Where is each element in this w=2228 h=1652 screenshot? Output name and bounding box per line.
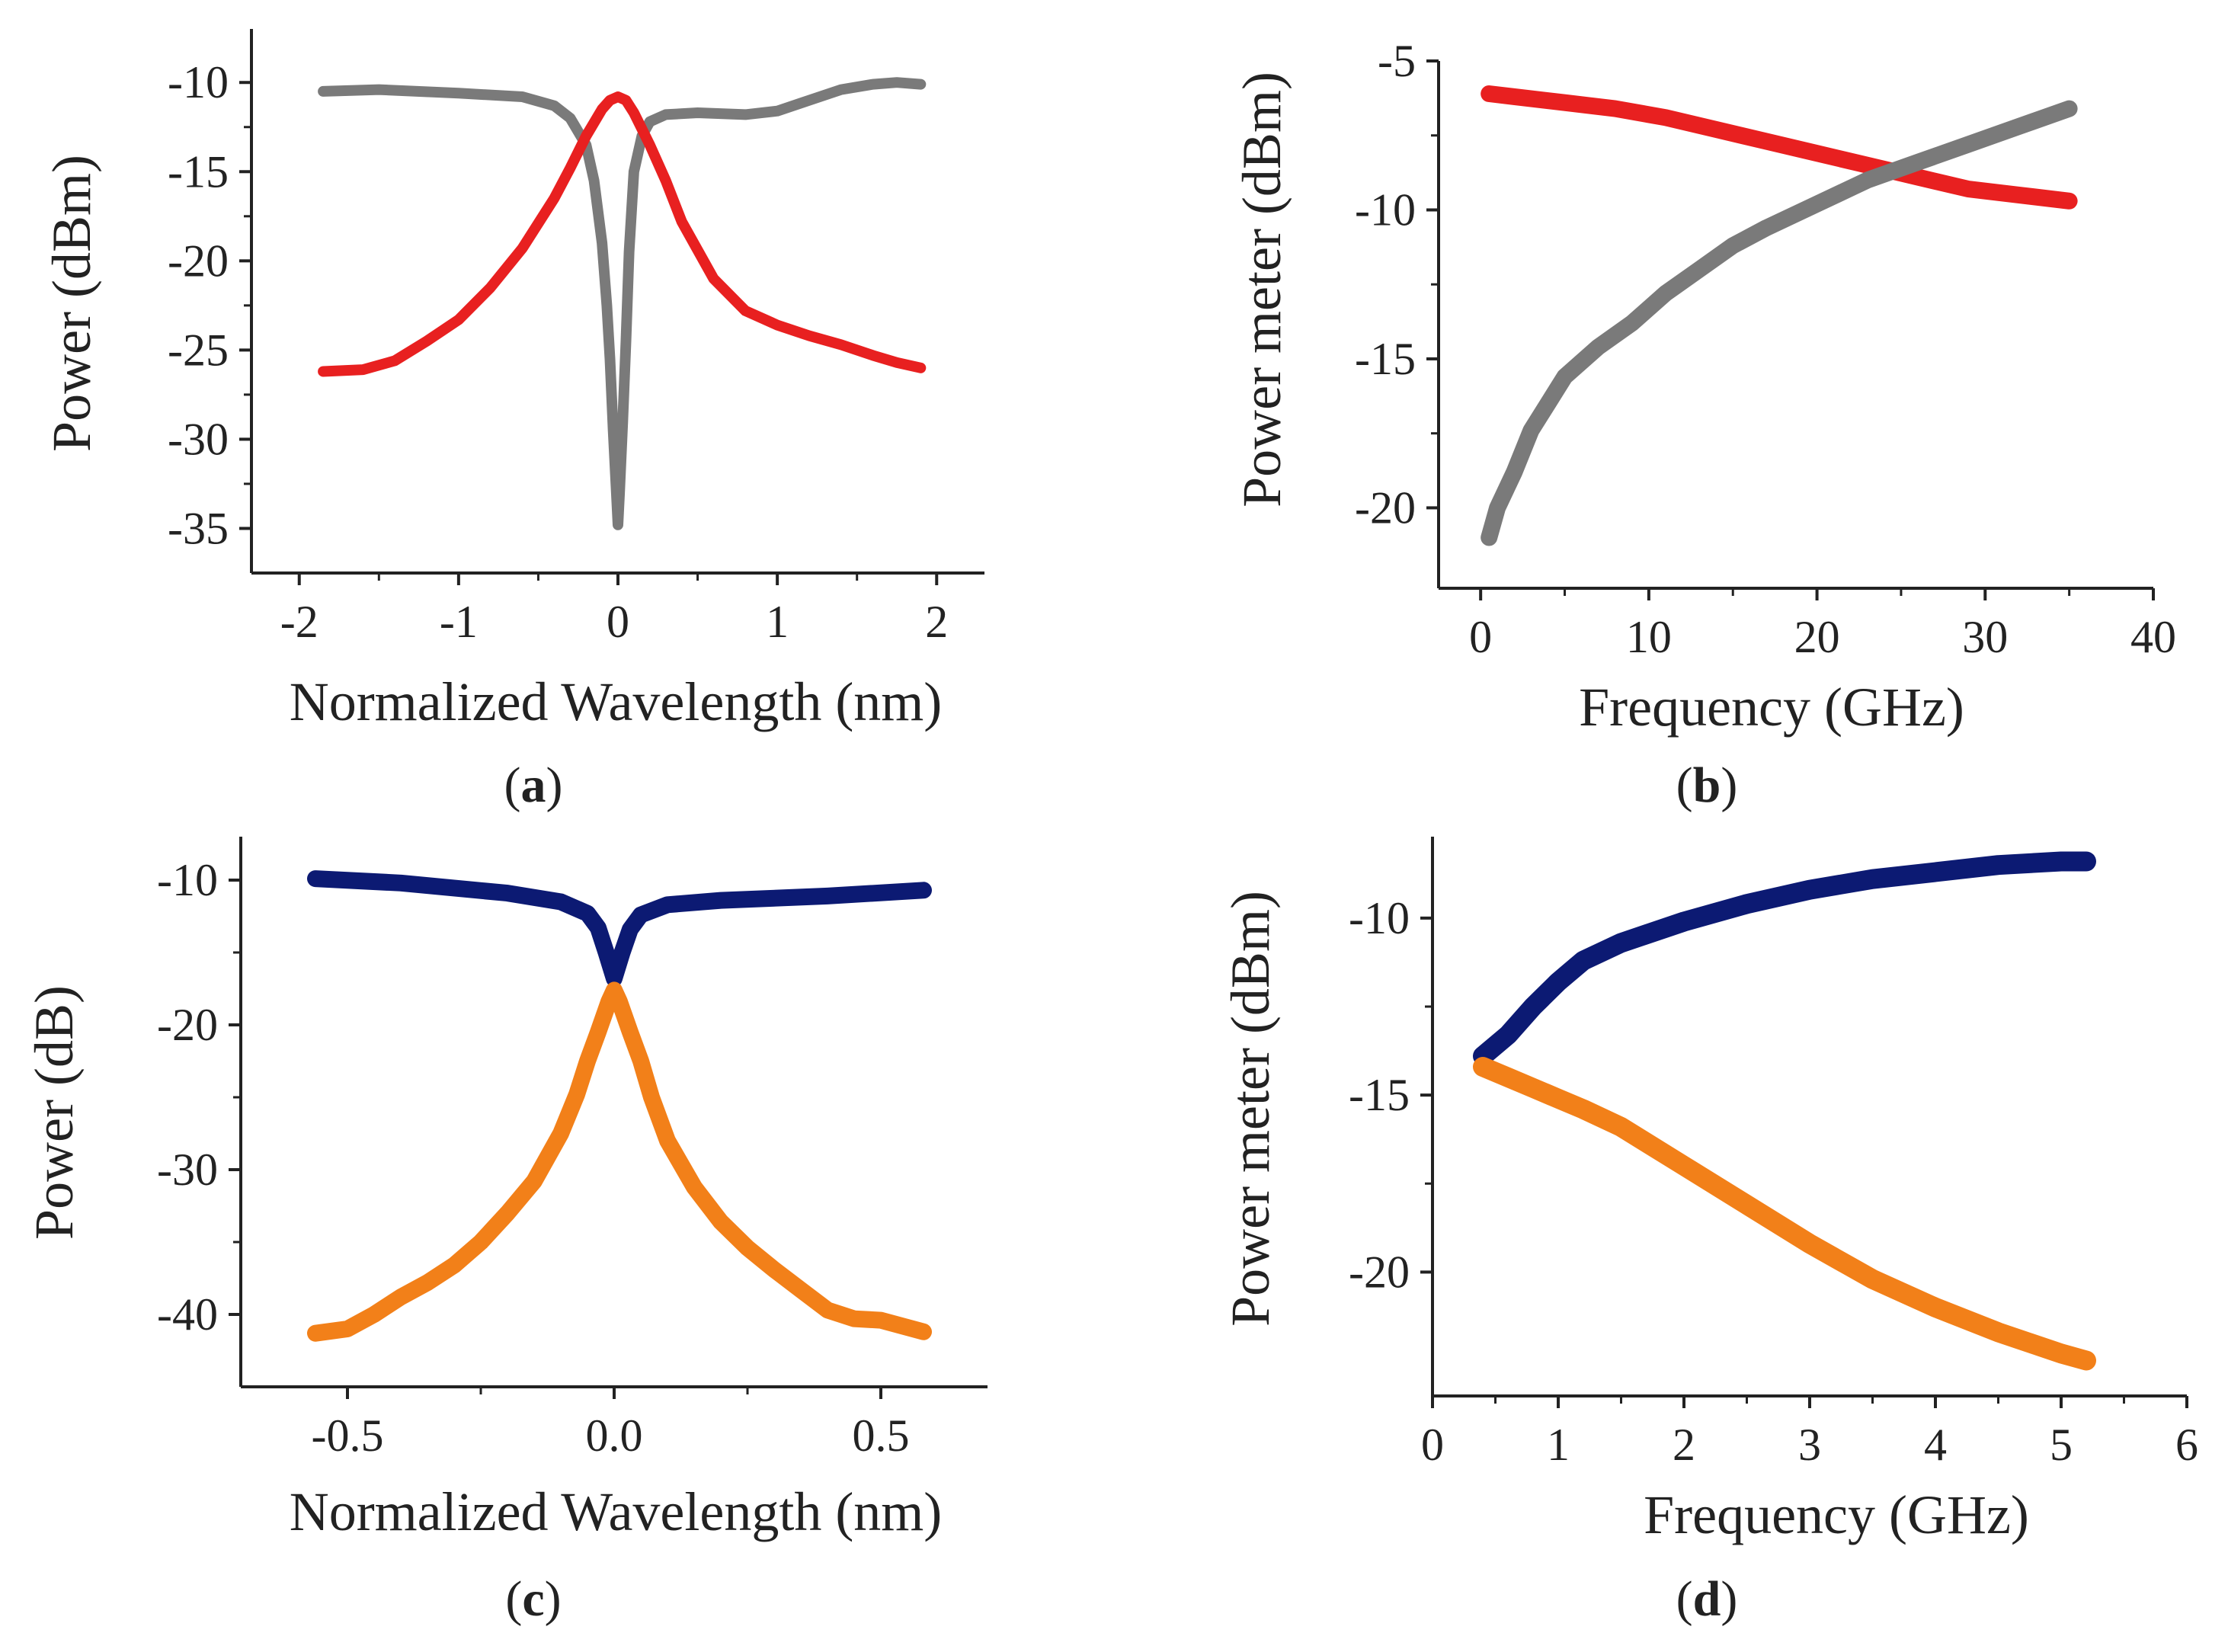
panel-c-ytick-label: -40 — [157, 1289, 218, 1340]
panel-a-xtick-label: 2 — [925, 597, 948, 647]
panel-a-series — [318, 77, 927, 530]
panel-a-ytick-label: -20 — [168, 235, 229, 286]
panel-b-xtick-label: 40 — [2130, 612, 2176, 662]
panel-d-ytick-label: -10 — [1349, 893, 1410, 943]
panel-c-label: (c) — [505, 1571, 561, 1627]
panel-c-ylabel: Power (dB) — [24, 985, 85, 1240]
panel-a-ytick-label: -30 — [168, 414, 229, 464]
panel-d-ytick-label: -15 — [1349, 1070, 1410, 1120]
panel-a-series-gray — [318, 77, 927, 530]
panel-a-ticks: -2 -1 0 1 2-10-15-20-25-30-35 — [168, 57, 948, 647]
panel-b-label: (b) — [1676, 757, 1738, 813]
panel-a-ytick-label: -15 — [168, 146, 229, 197]
panel-d-xtick-label: 6 — [2175, 1420, 2198, 1470]
panel-d-series — [1473, 851, 2096, 1371]
panel-a-xtick-label: -1 — [440, 597, 478, 647]
panel-d-ylabel: Power meter (dBm) — [1220, 891, 1281, 1327]
panel-a-series-red — [318, 91, 927, 377]
panel-a-xtick-label: 0 — [607, 597, 629, 647]
panel-c-xlabel: Normalized Wavelength (nm) — [290, 1481, 943, 1542]
panel-d-series-navy — [1473, 851, 2096, 1066]
panel-b-ytick-label: -20 — [1355, 482, 1416, 533]
panel-d-xtick-label: 3 — [1798, 1420, 1821, 1470]
panel-b-ticks: 0 10 20 30 40 -5 -10 -15 -20 — [1355, 36, 2176, 662]
panel-a-label: (a) — [504, 757, 563, 813]
panel-a-ytick-label: -10 — [168, 57, 229, 107]
panel-d-ytick-label: -20 — [1349, 1247, 1410, 1297]
panel-c-series — [307, 870, 932, 1342]
panel-c-ticks: -0.5 0.0 0.5 -10 -20 -30 -40 — [157, 855, 909, 1461]
panel-c: -0.5 0.0 0.5 -10 -20 -30 -40 Normalized Wavele… — [24, 837, 988, 1627]
panel-b-label-letter: b — [1693, 757, 1721, 813]
panel-d-label-letter: d — [1693, 1571, 1721, 1627]
panel-c-xtick-label: -0.5 — [312, 1410, 384, 1461]
panel-c-ytick-label: -20 — [157, 1000, 218, 1050]
panel-b-xlabel: Frequency (GHz) — [1579, 677, 1964, 738]
panel-c-xtick-label: 0.5 — [853, 1410, 910, 1461]
panel-d-label: (d) — [1676, 1571, 1738, 1627]
panel-d-xtick-label: 0 — [1421, 1420, 1444, 1470]
panel-b-series-gray — [1481, 100, 2078, 546]
panel-d-xtick-label: 4 — [1924, 1420, 1947, 1470]
panel-a: -2 -1 0 1 2-10-15-20-25-30-35 Normalized Wav… — [41, 29, 984, 813]
panel-d-xtick-label: 2 — [1673, 1420, 1695, 1470]
panel-d-xtick-label: 5 — [2050, 1420, 2073, 1470]
panel-c-series-navy — [307, 870, 932, 988]
panel-a-label-letter: a — [521, 757, 546, 813]
panel-c-label-letter: c — [522, 1571, 544, 1627]
panel-d: 0 1 2 3 4 5 6 -10 -15 -20 Frequency (GHz) Power m… — [1220, 837, 2198, 1627]
panel-b-xtick-label: 20 — [1794, 612, 1840, 662]
panel-c-grid-axes — [239, 837, 988, 1388]
panel-a-xlabel: Normalized Wavelength (nm) — [290, 671, 943, 732]
panel-d-xlabel: Frequency (GHz) — [1644, 1484, 2029, 1545]
panel-b-ytick-label: -15 — [1355, 334, 1416, 384]
panel-b-xtick-label: 30 — [1962, 612, 2008, 662]
panel-d-ticks: 0 1 2 3 4 5 6 -10 -15 -20 — [1349, 893, 2198, 1470]
panel-d-xtick-label: 1 — [1547, 1420, 1570, 1470]
panel-b-ylabel: Power meter (dBm) — [1231, 72, 1292, 507]
panel-d-series-orange — [1473, 1057, 2096, 1371]
panel-c-series-orange — [307, 981, 932, 1342]
panel-a-xtick-label: 1 — [766, 597, 789, 647]
panel-b: 0 10 20 30 40 -5 -10 -15 -20 Frequency (GHz) Pow… — [1231, 36, 2176, 813]
panel-a-ytick-label: -25 — [168, 325, 229, 375]
panel-b-series — [1481, 85, 2078, 546]
panel-b-series-red — [1481, 85, 2078, 210]
panel-c-xtick-label: 0.0 — [586, 1410, 643, 1461]
panel-b-ytick-label: -5 — [1378, 36, 1416, 86]
panel-b-grid-axes — [1437, 61, 2153, 590]
panel-a-ylabel: Power (dBm) — [41, 155, 102, 452]
panel-b-xtick-label: 10 — [1626, 612, 1672, 662]
panel-b-xtick-label: 0 — [1469, 612, 1492, 662]
panel-d-grid-axes — [1431, 837, 2187, 1397]
panel-a-xtick-label: -2 — [280, 597, 319, 647]
panel-c-ytick-label: -10 — [157, 855, 218, 905]
panel-b-ytick-label: -10 — [1355, 184, 1416, 235]
panel-c-ytick-label: -30 — [157, 1145, 218, 1195]
panel-a-ytick-label: -35 — [168, 503, 229, 553]
